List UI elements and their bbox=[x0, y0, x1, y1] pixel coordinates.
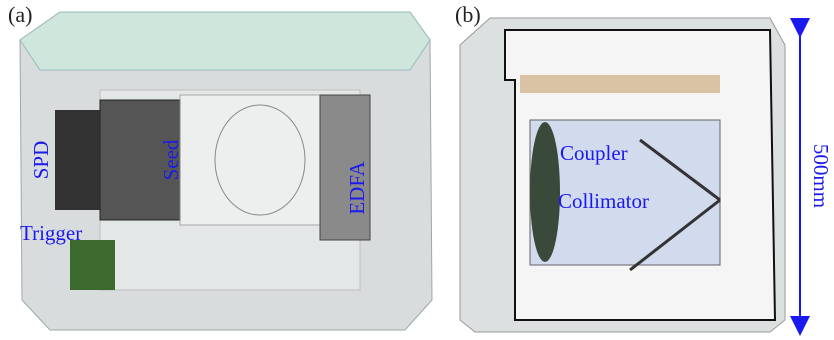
annotation: SPD bbox=[29, 141, 53, 180]
figure: (a) SPD Seed EDFA Trigger (b) Coupler Co… bbox=[0, 0, 834, 340]
annotation: Trigger bbox=[20, 221, 82, 245]
plate bbox=[520, 75, 720, 93]
annotation: EDFA bbox=[345, 161, 369, 215]
trigger-board bbox=[70, 240, 115, 290]
panel-a: (a) SPD Seed EDFA Trigger bbox=[8, 2, 432, 330]
annotation: Collimator bbox=[558, 189, 649, 213]
panel-b: (b) Coupler Collimator 500mm bbox=[455, 2, 833, 332]
annotation: Seed bbox=[159, 139, 183, 180]
spd-module bbox=[55, 110, 105, 210]
lens bbox=[530, 122, 560, 262]
annotation: Coupler bbox=[560, 141, 628, 165]
dimension-label: 500mm bbox=[809, 144, 833, 208]
panel-label: (a) bbox=[8, 2, 32, 27]
panel-label: (b) bbox=[455, 2, 481, 27]
lid bbox=[20, 12, 430, 70]
fiber-tray bbox=[180, 95, 320, 225]
